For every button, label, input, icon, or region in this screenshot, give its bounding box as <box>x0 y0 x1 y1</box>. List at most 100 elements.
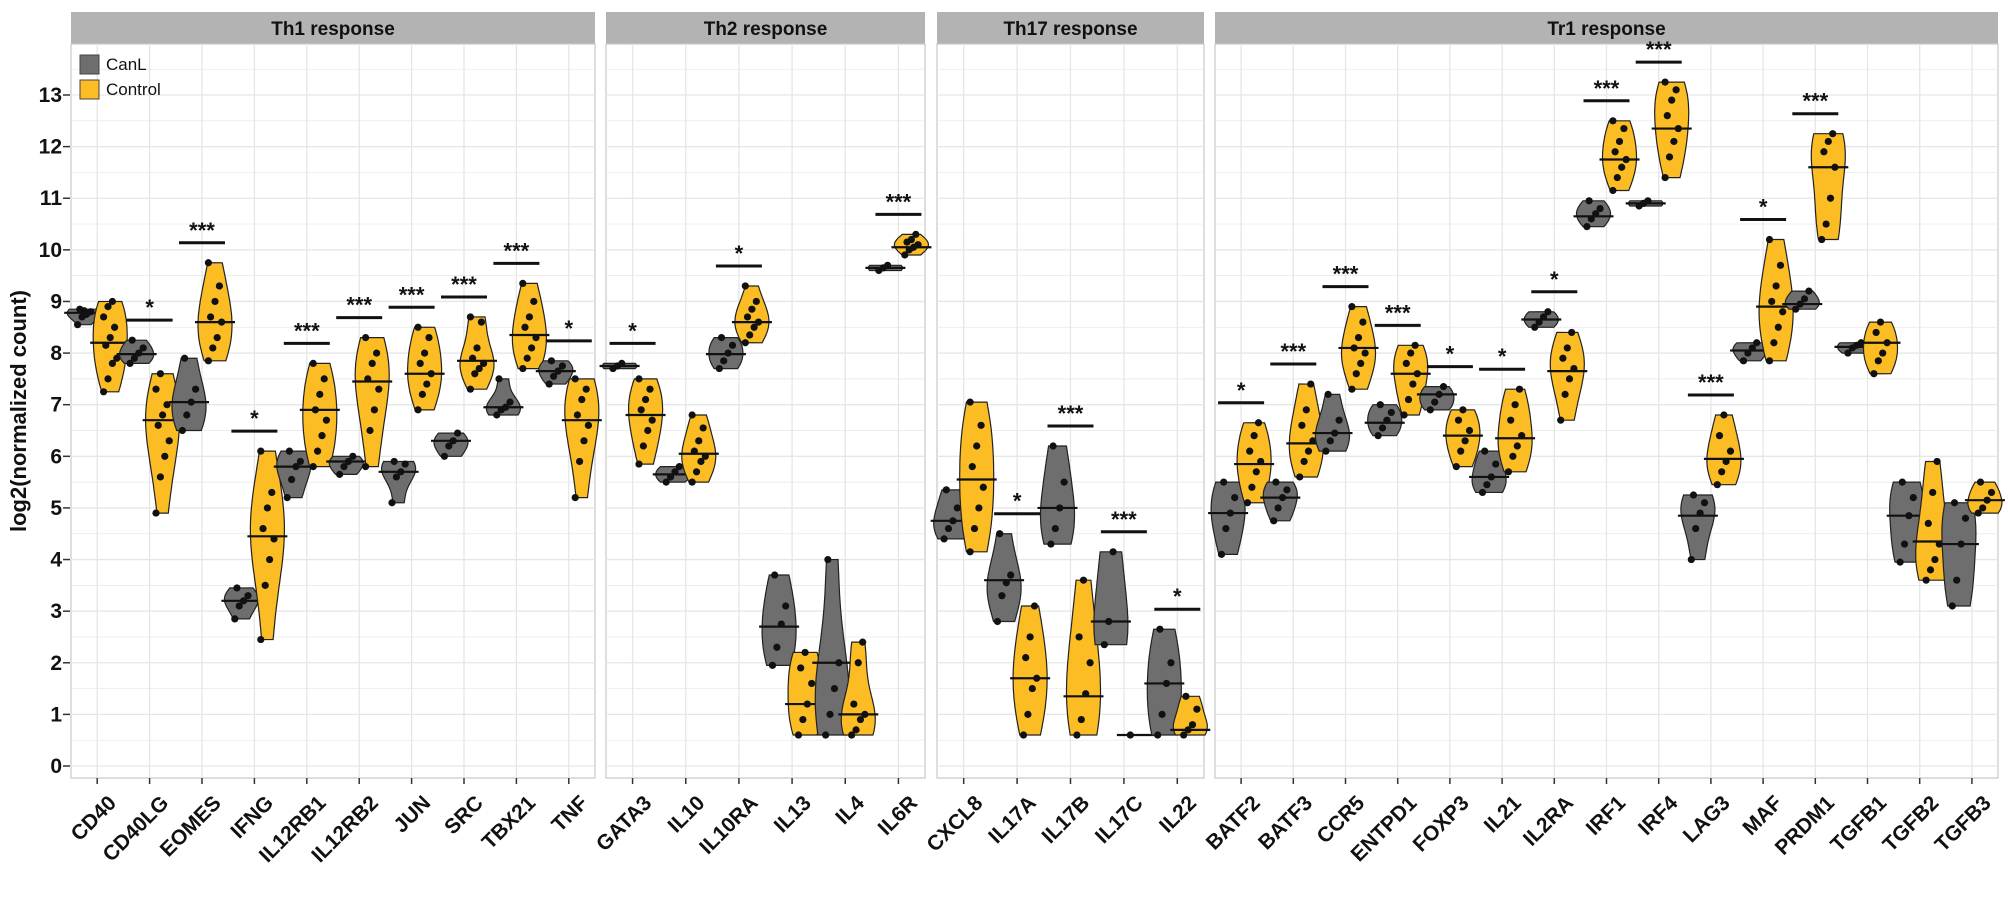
gene-irf1-canl-violin-group <box>1573 197 1614 231</box>
gene-tgfb2-canl-data-point <box>1900 540 1909 548</box>
gene-il17a-control-data-point <box>1026 633 1034 641</box>
gene-irf1-control-data-point <box>1620 124 1628 133</box>
gene-batf3-canl-violin-group <box>1260 478 1301 525</box>
gene-tgfb2-control-data-point <box>1933 457 1941 466</box>
gene-batf3-control-data-point <box>1298 421 1306 429</box>
gene-il12rb1-canl-data-point <box>285 447 293 455</box>
gene-prdm1-canl-data-point <box>1796 300 1804 308</box>
gene-ifng-significance-label: * <box>250 406 259 431</box>
gene-tnf-control-data-point <box>576 457 584 466</box>
gene-il2ra-canl-data-point <box>1539 313 1548 321</box>
gene-il13-control-data-point <box>808 679 816 688</box>
gene-il10-canl-data-point <box>666 473 675 481</box>
gene-il12rb2-control-data-point <box>362 333 370 342</box>
gene-batf2-control-violin-group <box>1234 419 1275 507</box>
gene-il10-canl-data-point <box>675 463 683 471</box>
gene-src-control-data-point <box>480 359 488 367</box>
gene-cd40-control-data-point <box>104 303 112 311</box>
gene-batf2-control-data-point <box>1248 483 1256 491</box>
gene-il10ra-significance-label: * <box>735 241 744 266</box>
gene-il17a-canl-violin-group <box>984 530 1025 626</box>
gene-il17c-canl-data-point <box>1105 617 1113 626</box>
gene-il13-canl-violin-group <box>759 571 800 669</box>
gene-ccr5-control-data-point <box>1352 370 1360 378</box>
gene-cd40lg-canl-data-point <box>126 359 134 367</box>
gene-cd40lg-canl-data-point <box>135 349 143 357</box>
gene-il12rb1-control-data-point <box>311 406 319 414</box>
gene-tbx21-significance-label: *** <box>504 238 530 263</box>
gene-tnf-significance-label: * <box>565 316 574 341</box>
gene-irf1-control-data-point <box>1611 148 1619 156</box>
gene-prdm1-canl-data-point <box>1792 305 1800 313</box>
gene-irf4-canl-data-point <box>1644 197 1652 205</box>
gene-il10-control-data-point <box>688 411 696 419</box>
gene-il12rb1-control-data-point <box>316 390 324 398</box>
gene-maf-significance-label: * <box>1759 195 1768 220</box>
gene-tgfb3-control-data-point <box>1987 488 1996 497</box>
gene-ccr5-control-data-point <box>1359 318 1367 326</box>
gene-ifng-control-violin <box>249 450 285 641</box>
gene-tbx21-canl-data-point <box>506 398 514 406</box>
gene-tgfb3-canl-violin <box>1941 502 1977 607</box>
gene-tgfb3-control-data-point <box>1983 496 1991 504</box>
gene-il2ra-control-data-point <box>1568 328 1576 337</box>
x-tick-label: GATA3 <box>592 791 656 855</box>
facet-th2-response-strip <box>606 12 925 44</box>
gene-cxcl8-canl-data-point <box>953 504 961 512</box>
gene-tnf-canl-violin-group <box>535 357 576 388</box>
gene-il10ra-control-data-point <box>746 331 754 339</box>
gene-maf-control-violin <box>1758 238 1794 362</box>
gene-cd40-canl-data-point <box>80 307 88 315</box>
facet-th17-response-strip <box>937 12 1204 44</box>
gene-il22-control-data-point <box>1180 731 1188 739</box>
gene-entpd1-canl-data-point <box>1387 408 1395 417</box>
gene-il17b-canl-data-point <box>1049 442 1057 450</box>
gene-ifng-control-data-point <box>268 488 276 497</box>
gene-jun-canl-data-point <box>388 499 396 507</box>
gene-prdm1-control-data-point <box>1818 235 1826 244</box>
gene-batf2-canl-violin-group <box>1208 478 1249 558</box>
gene-ccr5-control-data-point <box>1350 344 1358 352</box>
gene-cd40-control-data-point <box>100 388 108 396</box>
gene-tgfb1-control-data-point <box>1872 328 1880 337</box>
gene-il10-control-data-point <box>690 447 698 455</box>
gene-cxcl8-control-violin <box>959 401 995 553</box>
gene-lag3-control-data-point <box>1722 457 1730 466</box>
gene-il2ra-canl-data-point <box>1535 318 1543 326</box>
gene-il17a-control-data-point <box>1030 602 1039 610</box>
gene-entpd1-control-violin-group <box>1390 341 1431 419</box>
gene-foxp3-control-data-point <box>1461 437 1469 445</box>
gene-entpd1-control-data-point <box>1402 359 1410 367</box>
gene-gata3-canl-violin-group <box>599 359 640 373</box>
gene-il10ra-control-data-point <box>743 313 752 321</box>
gene-ccr5-control-data-point <box>1357 359 1365 367</box>
gene-il4-canl-data-point <box>835 659 843 667</box>
gene-tgfb3-control-data-point <box>1979 504 1987 512</box>
gene-cxcl8-canl-data-point <box>940 535 948 543</box>
gene-il12rb2-control-data-point <box>364 375 372 383</box>
gene-il17b-control-data-point <box>1086 659 1094 667</box>
y-tick-label: 12 <box>39 136 62 159</box>
gene-tgfb1-control-data-point <box>1879 349 1887 357</box>
gene-il6r-control-violin-group <box>891 230 932 259</box>
gene-src-control-data-point <box>469 354 477 362</box>
gene-lag3-control-data-point <box>1720 411 1728 419</box>
gene-il13-control-violin-group <box>785 648 826 739</box>
gene-batf3-canl-data-point <box>1283 486 1291 494</box>
gene-il17a-canl-data-point <box>1002 579 1010 587</box>
x-tick-label: IL10 <box>663 791 709 837</box>
gene-il2ra-control-data-point <box>1565 375 1574 383</box>
x-tick-label: TBX21 <box>478 791 541 854</box>
gene-cxcl8-control-data-point <box>970 524 979 533</box>
gene-il22-significance-label: * <box>1173 584 1182 609</box>
gene-irf1-control-data-point <box>1618 163 1626 171</box>
gene-foxp3-canl-data-point <box>1435 390 1443 398</box>
gene-il4-canl-data-point <box>826 710 834 718</box>
gene-il10ra-control-violin-group <box>731 282 772 347</box>
gene-foxp3-canl-data-point <box>1431 398 1439 406</box>
gene-eomes-canl-violin-group <box>169 354 209 435</box>
gene-il10ra-canl-data-point <box>720 357 728 365</box>
gene-irf1-canl-data-point <box>1596 204 1604 213</box>
gene-cd40lg-control-data-point <box>163 401 171 409</box>
gene-il10ra-control-data-point <box>741 282 749 290</box>
